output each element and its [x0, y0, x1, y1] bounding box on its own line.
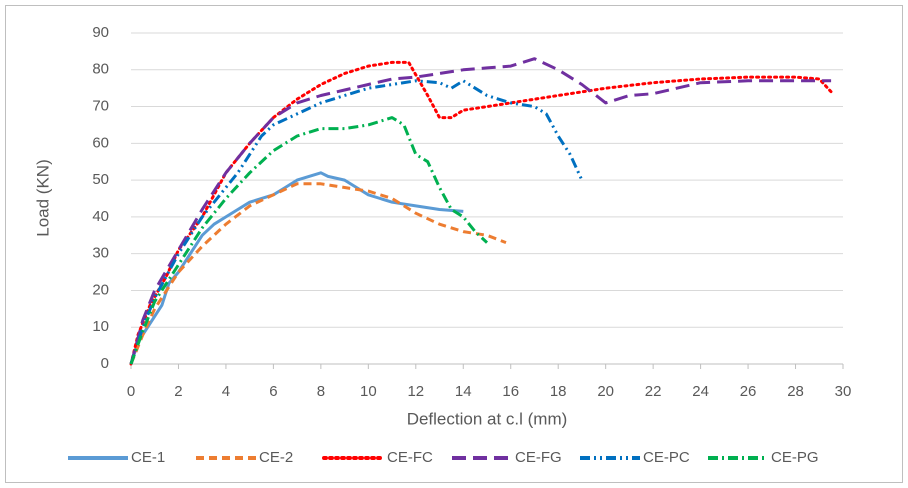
legend-label: CE-PC — [643, 449, 690, 466]
x-tick-label: 30 — [835, 383, 852, 400]
series-line — [129, 57, 832, 365]
x-tick-label: 8 — [317, 383, 325, 400]
x-tick-label: 4 — [222, 383, 230, 400]
x-tick-label: 14 — [455, 383, 472, 400]
x-tick-label: 26 — [740, 383, 757, 400]
y-tick-label: 60 — [92, 134, 109, 151]
series-line — [129, 182, 507, 365]
y-axis-label: Load (KN) — [33, 159, 52, 236]
y-tick-label: 70 — [92, 98, 109, 115]
legend-label: CE-2 — [259, 449, 293, 466]
y-tick-label: 10 — [92, 318, 109, 335]
x-axis-label: Deflection at c.l (mm) — [407, 409, 568, 428]
x-tick-label: 0 — [127, 383, 135, 400]
legend-label: CE-PG — [771, 449, 819, 466]
legend-label: CE-1 — [131, 449, 165, 466]
x-tick-label: 10 — [360, 383, 377, 400]
x-tick-label: 6 — [269, 383, 277, 400]
series-line — [129, 79, 584, 365]
y-tick-label: 30 — [92, 245, 109, 262]
x-tick-label: 24 — [692, 383, 709, 400]
y-tick-label: 0 — [101, 355, 109, 372]
x-tick-label: 28 — [787, 383, 804, 400]
y-tick-label: 40 — [92, 208, 109, 225]
y-tick-label: 20 — [92, 281, 109, 298]
x-tick-label: 2 — [174, 383, 182, 400]
legend-label: CE-FC — [387, 449, 433, 466]
x-tick-label: 12 — [407, 383, 424, 400]
x-tick-label: 20 — [597, 383, 614, 400]
x-tick-label: 16 — [502, 383, 519, 400]
series-line — [129, 116, 489, 365]
x-tick-label: 18 — [550, 383, 567, 400]
y-tick-label: 50 — [92, 171, 109, 188]
legend-label: CE-FG — [515, 449, 562, 466]
x-tick-label: 22 — [645, 383, 662, 400]
y-tick-label: 90 — [92, 24, 109, 41]
y-tick-label: 80 — [92, 61, 109, 78]
